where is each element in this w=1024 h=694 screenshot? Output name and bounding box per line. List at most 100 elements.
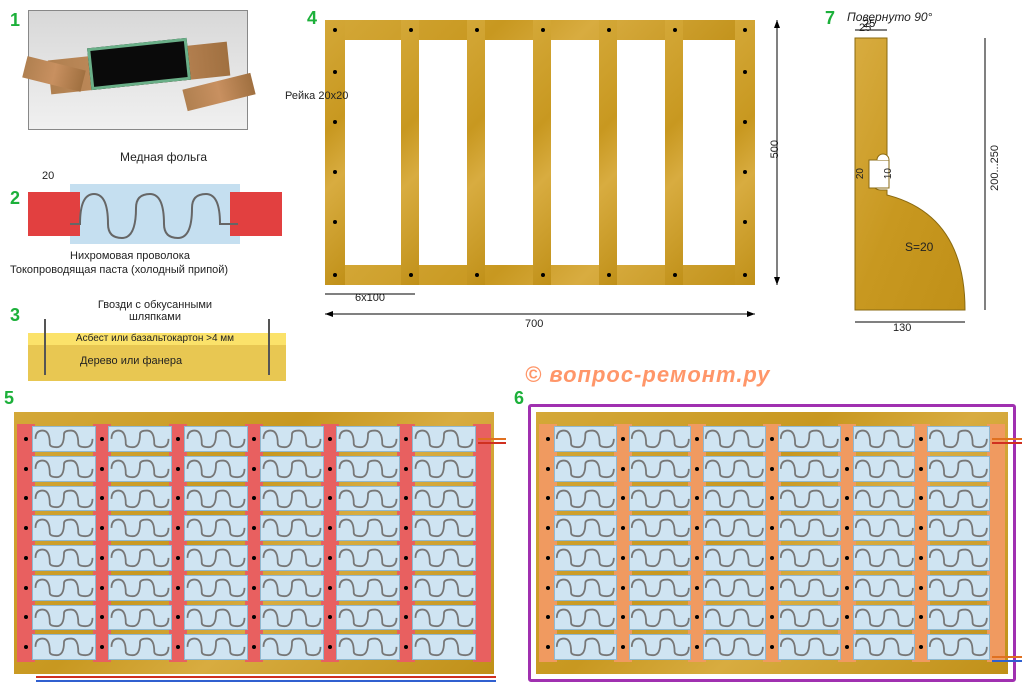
heating-cell xyxy=(184,575,248,601)
heating-cell xyxy=(260,575,324,601)
slat xyxy=(401,20,419,285)
panel-2: 2 Медная фольга 20 Нихромовая проволока … xyxy=(10,170,290,290)
panel-3-line1b: шляпками xyxy=(80,311,230,323)
heating-cell xyxy=(260,634,324,660)
heating-cell xyxy=(554,634,617,660)
heating-cell xyxy=(778,426,841,452)
slat xyxy=(665,20,683,285)
dim-line-500 xyxy=(757,20,787,285)
heating-cell xyxy=(260,456,324,482)
heating-cell xyxy=(108,545,172,571)
panel-2-dim20: 20 xyxy=(42,170,54,182)
heating-cell xyxy=(703,545,766,571)
heating-cell xyxy=(336,456,400,482)
heating-cell xyxy=(853,575,916,601)
panel-1-number: 1 xyxy=(10,10,20,31)
heating-cell xyxy=(336,575,400,601)
heating-cell xyxy=(32,456,96,482)
heating-cell xyxy=(629,634,692,660)
heating-cell xyxy=(108,486,172,512)
heating-cell xyxy=(336,486,400,512)
slat xyxy=(599,20,617,285)
heating-cell xyxy=(260,515,324,541)
heating-cell xyxy=(412,456,476,482)
heating-cell xyxy=(554,456,617,482)
heating-cell xyxy=(703,634,766,660)
heating-cell xyxy=(32,634,96,660)
heating-cell xyxy=(853,545,916,571)
heating-cell xyxy=(853,426,916,452)
heating-cell xyxy=(336,426,400,452)
heating-cell xyxy=(703,515,766,541)
frame-right xyxy=(735,20,755,285)
heating-cell xyxy=(778,515,841,541)
panel-3-line2: Асбест или базальтокартон >4 мм xyxy=(40,333,270,344)
heating-cell xyxy=(184,456,248,482)
heating-cell xyxy=(853,605,916,631)
bracket-icon: 25 xyxy=(825,10,1015,350)
heating-cell xyxy=(184,545,248,571)
heating-cell xyxy=(336,545,400,571)
heating-cell xyxy=(412,634,476,660)
heating-cell xyxy=(554,605,617,631)
heating-cell xyxy=(184,634,248,660)
heating-cell xyxy=(927,515,990,541)
heating-cell xyxy=(703,456,766,482)
heating-cell xyxy=(778,575,841,601)
panel-2-line1: Нихромовая проволока xyxy=(70,250,190,262)
heating-cell xyxy=(108,515,172,541)
panel-3-line1: Гвозди с обкусанными xyxy=(80,299,230,311)
heating-cell xyxy=(703,575,766,601)
heating-cell xyxy=(32,426,96,452)
heating-cell xyxy=(412,575,476,601)
heating-cell xyxy=(412,515,476,541)
heating-cell xyxy=(927,634,990,660)
heating-cell xyxy=(32,486,96,512)
heating-cell xyxy=(554,486,617,512)
dim-p7-20: 20 xyxy=(855,168,866,179)
heating-cell xyxy=(184,515,248,541)
heating-cell xyxy=(554,575,617,601)
dim-130: 130 xyxy=(893,322,911,334)
heating-cell xyxy=(412,545,476,571)
panel-7: 7 Повернуто 90° 25 25 130 200...250 20 1… xyxy=(825,10,1015,350)
heating-cell xyxy=(412,426,476,452)
slat xyxy=(467,20,485,285)
heating-cell xyxy=(336,634,400,660)
heating-cell xyxy=(778,486,841,512)
heating-cell xyxy=(778,634,841,660)
heating-cell xyxy=(629,575,692,601)
panel-2-title: Медная фольга xyxy=(120,150,207,164)
panel-3-number: 3 xyxy=(10,305,20,326)
heating-cell xyxy=(260,426,324,452)
dim-25: 25 xyxy=(859,22,871,34)
watermark: © вопрос-ремонт.ру xyxy=(525,362,771,388)
heating-cell xyxy=(554,545,617,571)
heating-cell xyxy=(629,515,692,541)
dim-200-250: 200...250 xyxy=(989,145,1001,191)
heating-cell xyxy=(184,605,248,631)
panel-3: 3 Гвозди с обкусанными шляпками Асбест и… xyxy=(10,305,290,385)
heating-cell xyxy=(927,545,990,571)
heating-cell xyxy=(927,605,990,631)
heating-cell xyxy=(412,486,476,512)
heating-cell xyxy=(336,515,400,541)
panel-4-number: 4 xyxy=(307,8,317,29)
heating-cell xyxy=(32,515,96,541)
heating-cell xyxy=(184,426,248,452)
heating-cell xyxy=(108,426,172,452)
dim-line-700 xyxy=(325,286,755,326)
heating-cell xyxy=(260,486,324,512)
panel-3-line3: Дерево или фанера xyxy=(80,355,182,367)
heating-cell xyxy=(260,545,324,571)
heating-cell xyxy=(927,486,990,512)
p7-s20: S=20 xyxy=(905,240,933,254)
heating-cell xyxy=(32,605,96,631)
heating-cell xyxy=(629,545,692,571)
heating-cell xyxy=(927,575,990,601)
panel-4: 4 6x100 700 500 Рейка 20х20 xyxy=(315,10,795,340)
heating-cell xyxy=(703,486,766,512)
panel-5: 5 xyxy=(0,398,508,688)
heating-cell xyxy=(853,486,916,512)
heating-cell xyxy=(108,575,172,601)
